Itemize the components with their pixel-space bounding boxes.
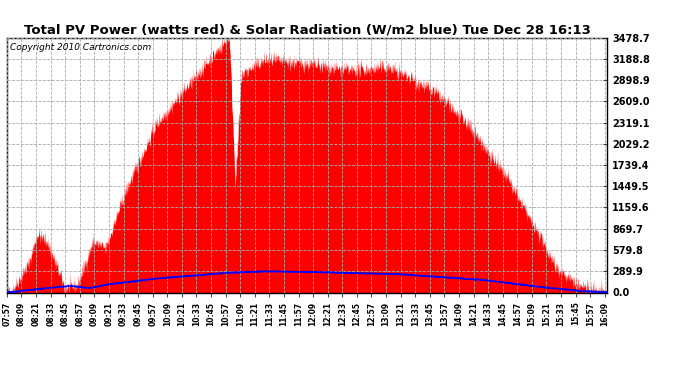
- Title: Total PV Power (watts red) & Solar Radiation (W/m2 blue) Tue Dec 28 16:13: Total PV Power (watts red) & Solar Radia…: [23, 23, 591, 36]
- Text: Copyright 2010 Cartronics.com: Copyright 2010 Cartronics.com: [10, 43, 151, 52]
